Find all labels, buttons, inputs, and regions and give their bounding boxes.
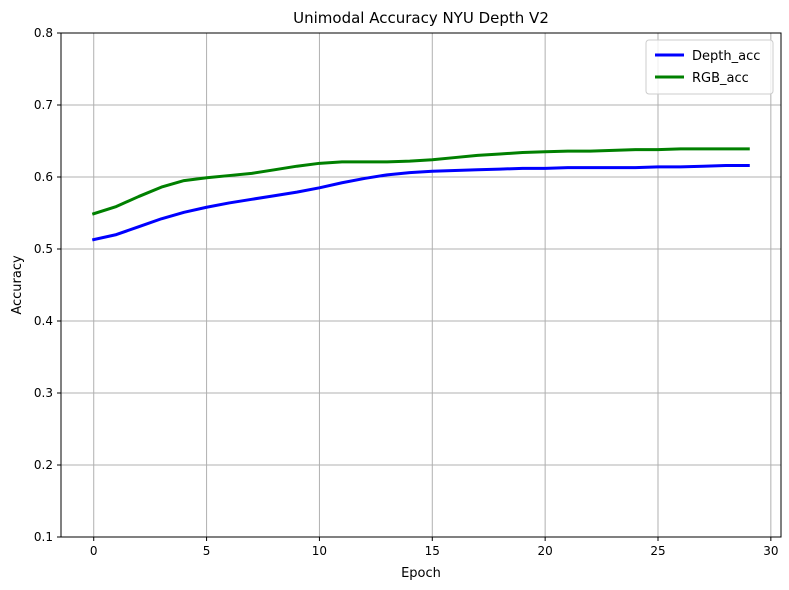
y-tick-label: 0.8 (34, 26, 53, 40)
legend-label: Depth_acc (692, 49, 760, 64)
y-tick-label: 0.2 (34, 458, 53, 472)
y-tick-label: 0.7 (34, 98, 53, 112)
y-axis: 0.1 0.2 0.3 0.4 0.5 0.6 0.7 0.8 (34, 26, 61, 544)
grid (61, 32, 781, 538)
x-axis-title: Epoch (401, 566, 441, 581)
x-tick-label: 25 (650, 544, 665, 558)
y-tick-label: 0.3 (34, 386, 53, 400)
y-axis-title: Accuracy (10, 255, 25, 315)
x-tick-label: 5 (203, 544, 211, 558)
x-tick-label: 10 (312, 544, 327, 558)
series-line-depth-acc (91, 163, 750, 242)
x-tick-label: 30 (763, 544, 778, 558)
y-tick-label: 0.6 (34, 170, 53, 184)
y-tick-label: 0.4 (34, 314, 53, 328)
x-tick-label: 15 (425, 544, 440, 558)
legend: Depth_acc RGB_acc (645, 39, 774, 95)
x-tick-label: 0 (90, 544, 98, 558)
y-tick-label: 0.1 (34, 530, 53, 544)
series-lines (91, 147, 750, 242)
chart-title: Unimodal Accuracy NYU Depth V2 (293, 9, 549, 27)
series-line-rgb-acc (91, 147, 750, 216)
x-axis: 0 5 10 15 20 25 30 (90, 537, 778, 558)
legend-label: RGB_acc (692, 71, 749, 86)
plot-frame (60, 32, 782, 538)
y-tick-label: 0.5 (34, 242, 53, 256)
x-tick-label: 20 (537, 544, 552, 558)
